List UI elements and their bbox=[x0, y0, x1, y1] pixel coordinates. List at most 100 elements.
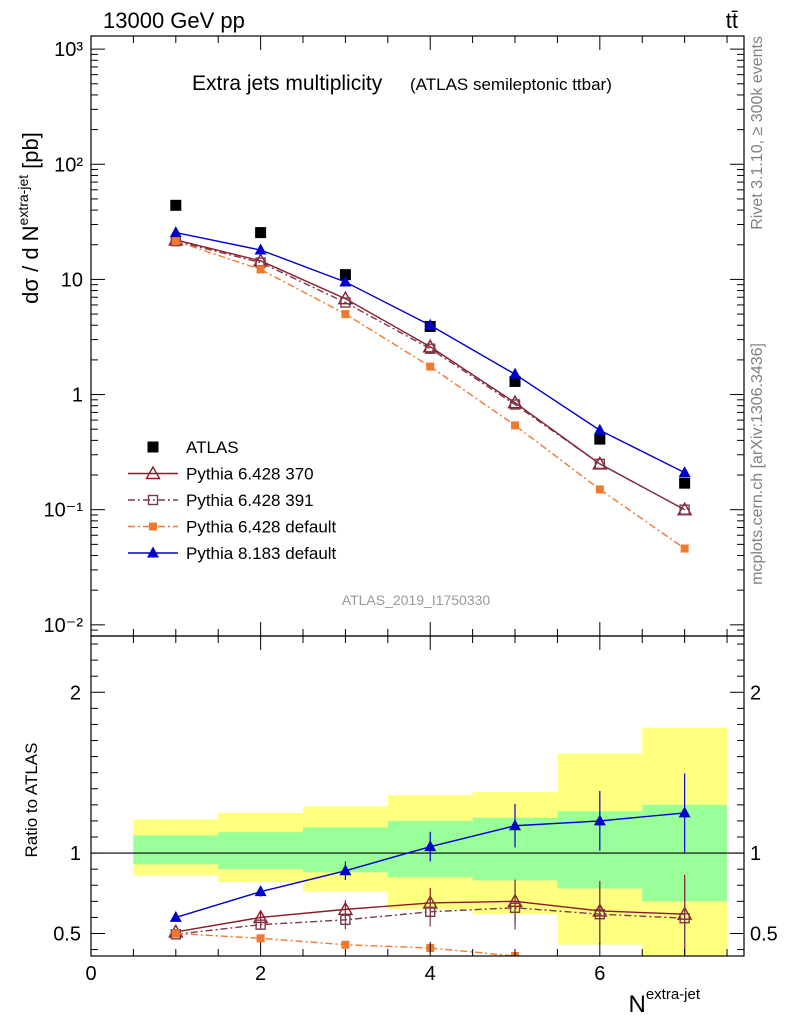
data-point bbox=[339, 275, 352, 287]
data-point bbox=[340, 914, 351, 926]
y-axis-title-unit: [pb] bbox=[18, 132, 43, 169]
x-tick-label: 4 bbox=[425, 963, 436, 985]
data-point bbox=[594, 908, 606, 920]
legend-label: Pythia 6.428 370 bbox=[186, 465, 314, 484]
data-point bbox=[595, 485, 604, 494]
data-point bbox=[681, 962, 689, 970]
legend-item-pythia-6-428-391: Pythia 6.428 391 bbox=[128, 491, 314, 510]
y-tick-label: 10 bbox=[61, 269, 83, 291]
y-tick-label: 1 bbox=[72, 385, 83, 407]
series-pythia-6-428-391 bbox=[170, 235, 690, 515]
data-point bbox=[341, 310, 350, 319]
legend-label: Pythia 8.183 default bbox=[186, 544, 337, 563]
data-point bbox=[422, 338, 438, 353]
svg-text:dσ / d Nextra-jet[pb]: dσ / d Nextra-jet [pb] bbox=[15, 132, 43, 304]
data-point bbox=[679, 913, 690, 924]
data-point bbox=[170, 199, 182, 211]
data-point bbox=[509, 902, 521, 913]
y-tick-label-right: 1 bbox=[750, 843, 761, 865]
legend-item-pythia-6-428-default: Pythia 6.428 default bbox=[128, 518, 337, 537]
y-tick-label: 2 bbox=[70, 682, 81, 704]
data-point bbox=[425, 906, 436, 917]
legend-marker bbox=[149, 522, 157, 531]
legend-label: Pythia 6.428 default bbox=[186, 518, 337, 537]
legend-label: ATLAS bbox=[186, 438, 239, 457]
data-point bbox=[509, 399, 521, 410]
data-point bbox=[594, 433, 606, 445]
chart-subtitle: (ATLAS semileptonic ttbar) bbox=[410, 75, 612, 94]
ratio-panel-frame bbox=[90, 635, 745, 957]
x-tick-label: 2 bbox=[255, 963, 266, 985]
legend: ATLAS Pythia 6.428 370 Pythia 6.428 391 Pyt… bbox=[128, 438, 337, 563]
y-axis-title-main: dσ / d N bbox=[18, 225, 43, 303]
process-label: tt̄ bbox=[726, 8, 738, 33]
y-tick-label: 0.5 bbox=[53, 923, 81, 945]
y-tick-label: 10³ bbox=[54, 39, 83, 61]
ratio-series-pythia-6-428-391 bbox=[170, 878, 690, 956]
legend-item-pythia-8-183-default: Pythia 8.183 default bbox=[128, 544, 337, 563]
y-tick-label: 10² bbox=[54, 154, 83, 176]
ratio-series-pythia-8-183-default bbox=[169, 773, 691, 922]
data-point bbox=[254, 243, 267, 255]
data-point bbox=[255, 919, 266, 930]
y-axis-title-sup: extra-jet bbox=[15, 175, 31, 226]
x-tick-label: 0 bbox=[85, 963, 96, 985]
data-point bbox=[256, 934, 265, 943]
series-line bbox=[175, 240, 685, 511]
y-tick-label: 1 bbox=[70, 843, 81, 865]
legend-label: Pythia 6.428 391 bbox=[186, 491, 314, 510]
data-point bbox=[425, 343, 436, 354]
data-point bbox=[254, 885, 267, 897]
data-point bbox=[509, 819, 522, 831]
data-point bbox=[509, 375, 521, 387]
mcplots-side-note: mcplots.cern.ch [arXiv:1306.3436] bbox=[749, 343, 766, 585]
data-point bbox=[679, 477, 691, 489]
legend-item-atlas: ATLAS bbox=[147, 438, 239, 457]
x-axis-title: Nextra-jet bbox=[628, 986, 700, 1018]
data-point bbox=[593, 814, 606, 826]
data-point bbox=[678, 466, 691, 478]
legend-marker bbox=[147, 494, 159, 506]
data-point bbox=[255, 227, 267, 239]
data-point bbox=[594, 458, 606, 470]
band-bin bbox=[133, 835, 219, 865]
band-bin bbox=[218, 832, 304, 870]
y-tick-label: 10⁻¹ bbox=[44, 500, 84, 522]
data-point bbox=[169, 910, 182, 922]
x-axis-title-main: N bbox=[628, 991, 645, 1018]
data-point bbox=[679, 504, 690, 515]
data-point bbox=[509, 367, 522, 379]
data-point bbox=[340, 297, 351, 308]
data-point bbox=[511, 421, 520, 430]
y-axis-title: dσ / d Nextra-jet [pb] bbox=[15, 132, 43, 304]
main-panel: 10⁻² 10⁻¹ 1 10 10² 10³ Extra jets multiplicit… bbox=[15, 35, 745, 637]
data-point bbox=[424, 840, 437, 852]
rivet-side-note: Rivet 3.1.10, ≥ 300k events bbox=[749, 36, 766, 230]
data-point bbox=[341, 940, 350, 949]
watermark-label: ATLAS_2019_I1750330 bbox=[342, 592, 491, 608]
legend-item-pythia-6-428-370: Pythia 6.428 370 bbox=[128, 465, 314, 484]
series-pythia-6-428-default bbox=[171, 237, 689, 553]
data-point bbox=[424, 318, 437, 330]
data-point bbox=[426, 362, 435, 371]
y-tick-label-right: 2 bbox=[750, 682, 761, 704]
legend-marker bbox=[147, 441, 159, 453]
energy-label: 13000 GeV pp bbox=[103, 8, 245, 33]
x-axis-title-sup: extra-jet bbox=[646, 986, 701, 1003]
ratio-panel: 0.5 0.5 1 1 2 2 0 2 4 6 Ratio to ATLAS Nextra-jet bbox=[22, 635, 778, 1018]
data-point bbox=[680, 544, 689, 553]
legend-marker bbox=[145, 465, 161, 480]
data-point bbox=[171, 237, 180, 246]
data-point bbox=[593, 423, 606, 435]
data-point bbox=[678, 806, 691, 818]
y-tick-label-right: 0.5 bbox=[750, 923, 778, 945]
y-tick-label: 10⁻² bbox=[44, 615, 84, 637]
chart-title: Extra jets multiplicity bbox=[192, 72, 383, 95]
data-point bbox=[339, 864, 352, 876]
data-point bbox=[256, 265, 265, 274]
data-point bbox=[169, 226, 182, 238]
data-point bbox=[171, 929, 180, 938]
data-point bbox=[339, 269, 351, 281]
ratio-axis-title: Ratio to ATLAS bbox=[22, 743, 41, 858]
